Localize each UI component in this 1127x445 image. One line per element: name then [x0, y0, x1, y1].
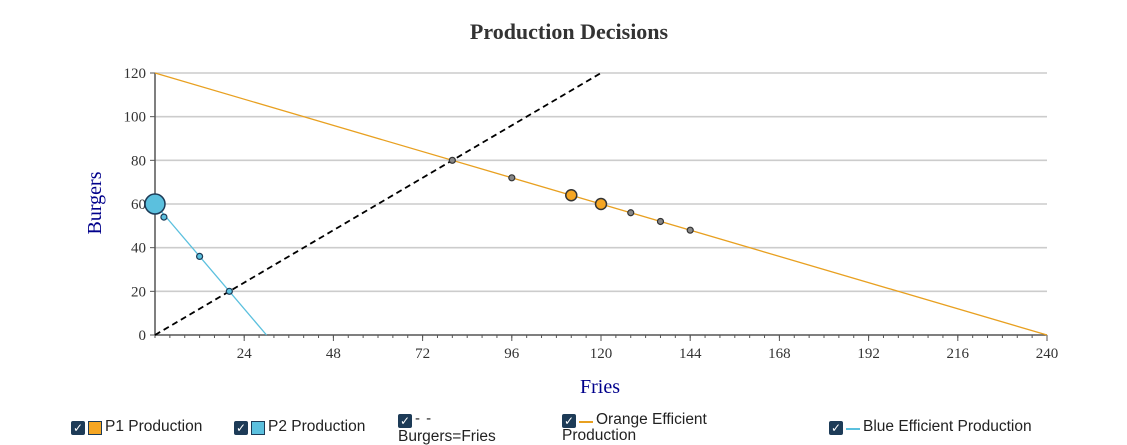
legend-burgers-equals-fries[interactable]: ✓ - - Burgers=Fries [398, 410, 518, 445]
x-tick-label: 240 [1036, 346, 1059, 362]
burgers-fries-line [154, 72, 602, 336]
p1-production-point [565, 189, 578, 202]
checkbox-checked-icon[interactable]: ✓ [829, 421, 843, 435]
y-tick-label: 20 [131, 284, 146, 300]
y-tick-label: 100 [124, 110, 147, 126]
legend-orange-label-2: Production [562, 427, 637, 444]
y-tick-label: 60 [131, 197, 146, 213]
x-tick-label: 48 [326, 346, 341, 362]
legend: ✓ P1 Production ✓ P2 Production ✓ - - Bu… [0, 410, 1127, 445]
orange-frontier-points-point [448, 156, 456, 164]
production-chart: Production Decisions 0 20 40 60 80 100 120 24 48… [84, 19, 1059, 398]
orange-frontier-points-point [686, 226, 694, 234]
blue-frontier-points-point [225, 287, 233, 295]
grid-layer [155, 72, 1047, 293]
legend-p1-label: P1 Production [105, 418, 203, 435]
orange-frontier-points-point [656, 217, 665, 226]
p1-production-point [594, 197, 608, 211]
x-tick-label: 120 [590, 346, 613, 362]
x-tick-label: 192 [857, 346, 880, 362]
y-tick-label: 40 [131, 241, 146, 257]
legend-diag-label: Burgers=Fries [398, 428, 496, 445]
x-tick-label: 24 [237, 346, 253, 362]
axes: 0 20 40 60 80 100 120 24 48 72 96 120 144 168 192 216 24… [124, 66, 1059, 362]
legend-orange-label-1: Orange Efficient [596, 411, 707, 428]
p2-production-point [144, 193, 166, 215]
blue-swatch-icon [251, 421, 265, 435]
legend-blue-label: Blue Efficient Production [863, 418, 1032, 435]
legend-p2-production[interactable]: ✓ P2 Production [234, 419, 365, 435]
legend-p1-production[interactable]: ✓ P1 Production [71, 419, 202, 435]
x-tick-label: 72 [415, 346, 430, 362]
blue-efficient-production-line [154, 203, 267, 336]
orange-line-icon [579, 421, 593, 423]
x-tick-label: 168 [768, 346, 791, 362]
legend-orange-efficient[interactable]: ✓ Orange Efficient Production [562, 412, 762, 444]
dashed-line-icon: - - [415, 410, 433, 427]
checkbox-checked-icon[interactable]: ✓ [562, 414, 576, 428]
x-tick-label: 216 [947, 346, 970, 362]
orange-frontier-points-point [627, 209, 635, 217]
checkbox-checked-icon[interactable]: ✓ [71, 421, 85, 435]
orange-frontier-points-point [508, 174, 516, 182]
y-axis-label: Burgers [84, 171, 106, 234]
legend-blue-efficient[interactable]: ✓ Blue Efficient Production [829, 419, 1032, 435]
y-tick-label: 80 [131, 153, 146, 169]
x-tick-label: 96 [504, 346, 520, 362]
y-tick-label: 120 [124, 66, 147, 82]
chart-title: Production Decisions [470, 19, 669, 44]
checkbox-checked-icon[interactable]: ✓ [234, 421, 248, 435]
blue-frontier-points-point [196, 252, 204, 260]
checkbox-checked-icon[interactable]: ✓ [398, 414, 412, 428]
blue-line-icon [846, 428, 860, 430]
x-tick-label: 144 [679, 346, 702, 362]
y-tick-label: 0 [139, 328, 147, 344]
legend-p2-label: P2 Production [268, 418, 366, 435]
orange-swatch-icon [88, 421, 102, 435]
blue-frontier-points-point [160, 213, 168, 221]
points-layer [144, 156, 694, 295]
x-axis-label: Fries [580, 376, 620, 398]
